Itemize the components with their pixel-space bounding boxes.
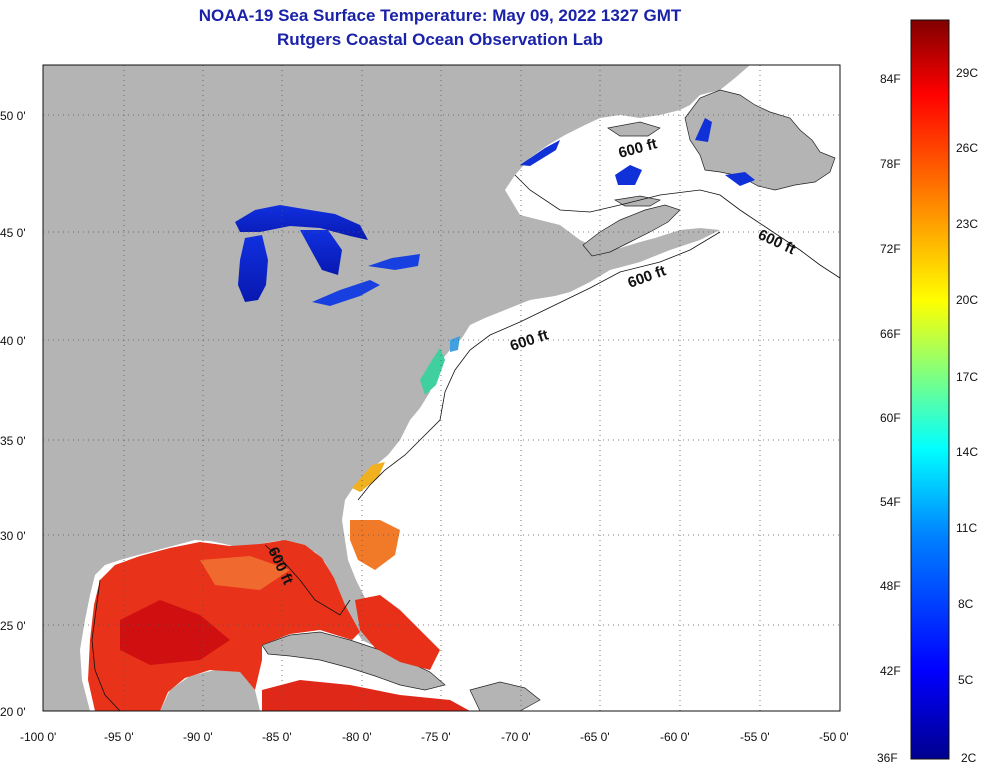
colorbar-label-5c: 5C: [958, 673, 974, 687]
contour-600ft-coast: [357, 231, 721, 501]
contour-600ft-shelf: [514, 174, 840, 279]
sst-gulf-warm-patch: [120, 600, 230, 665]
colorbar-label-60f: 60F: [880, 411, 901, 425]
lon-label-55: -55 0': [740, 730, 770, 744]
land-north-america: [43, 65, 750, 711]
lon-label-60: -60 0': [660, 730, 690, 744]
colorbar-label-36f: 36F: [877, 751, 898, 765]
colorbar-label-54f: 54F: [880, 495, 901, 509]
lon-label-50: -50 0': [819, 730, 849, 744]
colorbar-label-20c: 20C: [956, 293, 978, 307]
title-line-2: Rutgers Coastal Ocean Observation Lab: [277, 30, 603, 49]
lon-label-80: -80 0': [342, 730, 372, 744]
sst-gulf-of-mexico: [88, 540, 360, 711]
map-frame: [42, 64, 841, 712]
sst-st-lawrence-1: [520, 140, 560, 166]
latitude-labels: 50 0' 45 0' 40 0' 35 0' 30 0' 25 0' 20 0…: [0, 109, 26, 719]
sst-carolina-coast: [352, 462, 385, 492]
land-yucatan: [160, 670, 260, 711]
lat-label-50: 50 0': [0, 109, 26, 123]
lon-label-100: -100 0': [20, 730, 56, 744]
lat-label-45: 45 0': [0, 226, 26, 240]
sst-gulf-cool-patch: [200, 556, 290, 590]
sst-caribbean-south: [262, 680, 470, 711]
colorbar-label-66f: 66F: [880, 327, 901, 341]
sst-newfoundland-south: [725, 172, 755, 186]
colorbar-label-84f: 84F: [880, 72, 901, 86]
lat-label-20: 20 0': [0, 705, 26, 719]
lon-label-85: -85 0': [262, 730, 292, 744]
lake-michigan: [238, 235, 268, 302]
lake-huron: [300, 230, 342, 275]
land-hispaniola: [469, 681, 541, 711]
colorbar-label-29c: 29C: [956, 66, 978, 80]
colorbar-label-11c: 11C: [956, 521, 977, 535]
lat-label-30: 30 0': [0, 529, 26, 543]
lat-label-35: 35 0': [0, 434, 26, 448]
lon-label-70: -70 0': [501, 730, 531, 744]
colorbar-label-2c: 2C: [961, 751, 977, 765]
colorbar-label-26c: 26C: [956, 141, 978, 155]
lake-superior: [235, 205, 368, 240]
lake-erie: [312, 280, 380, 306]
colorbar-label-23c: 23C: [956, 217, 978, 231]
sst-delaware: [450, 336, 460, 352]
colorbar-label-48f: 48F: [880, 579, 901, 593]
land-cuba: [261, 631, 446, 691]
colorbar-gradient: [910, 19, 950, 760]
colorbar-label-72f: 72F: [880, 242, 901, 256]
lon-label-90: -90 0': [183, 730, 213, 744]
lon-label-95: -95 0': [104, 730, 134, 744]
sst-caribbean: [355, 595, 440, 670]
colorbar-label-78f: 78F: [880, 157, 901, 171]
colorbar-label-8c: 8C: [958, 597, 974, 611]
sst-st-lawrence-2: [615, 165, 642, 185]
contour-600ft-florida: [264, 544, 351, 616]
longitude-labels: -100 0' -95 0' -90 0' -85 0' -80 0' -75 …: [20, 730, 849, 744]
colorbar-label-42f: 42F: [880, 664, 901, 678]
land-nova-scotia: [582, 204, 681, 257]
title-line-1: NOAA-19 Sea Surface Temperature: May 09,…: [198, 6, 682, 25]
colorbar-label-14c: 14C: [956, 445, 978, 459]
lon-label-75: -75 0': [421, 730, 451, 744]
lake-ontario: [368, 254, 420, 270]
contour-600ft-gulf: [91, 579, 121, 711]
sst-florida-atlantic: [350, 520, 400, 570]
land-anticosti: [607, 121, 661, 137]
colorbar-label-17c: 17C: [956, 370, 978, 384]
sst-newfoundland-coast: [695, 118, 712, 142]
temperature-colorbar: 84F 78F 72F 66F 60F 54F 48F 42F 36F 29C …: [877, 19, 978, 765]
lat-label-40: 40 0': [0, 334, 26, 348]
sst-mid-atlantic: [420, 348, 445, 395]
lon-label-65: -65 0': [580, 730, 610, 744]
lat-label-25: 25 0': [0, 619, 26, 633]
